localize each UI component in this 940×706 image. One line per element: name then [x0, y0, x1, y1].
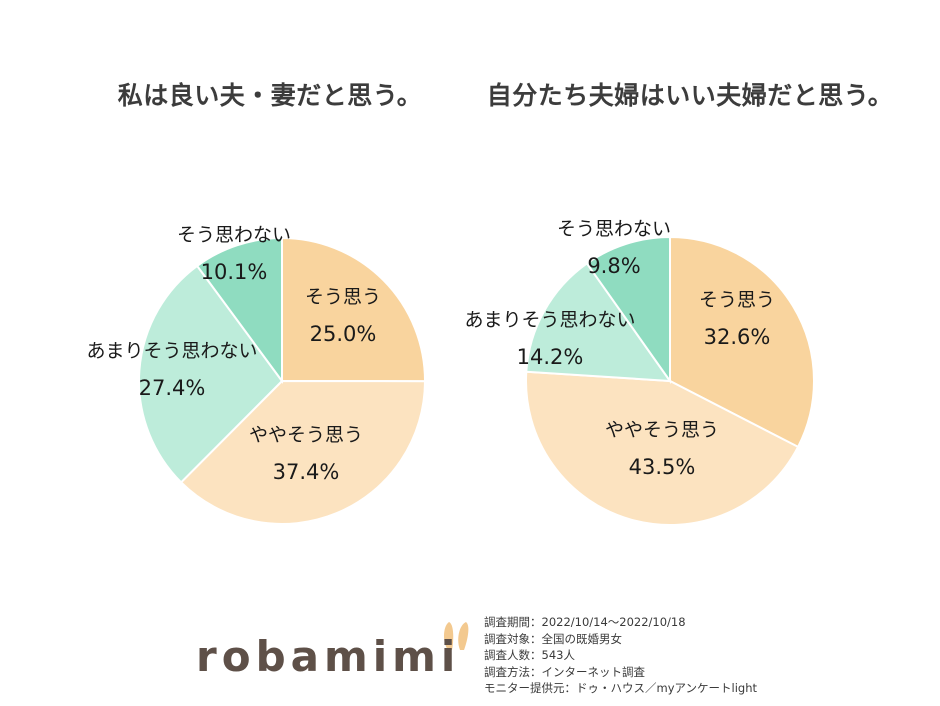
pie-slice-amari-so-omowanai — [525, 262, 673, 383]
pie-slice-so-omowanai — [195, 236, 283, 385]
survey-method: 調査方法：インターネット調査 — [484, 664, 645, 679]
pie-slice-so-omou — [669, 235, 816, 449]
chart-title-left: 私は良い夫・妻だと思う。 — [117, 81, 423, 110]
slice-value-yaya-so-omou: 43.5% — [629, 455, 696, 479]
slice-value-amari-so-omowanai: 14.2% — [517, 345, 584, 369]
chart-title-right: 自分たち夫婦はいい夫婦だと思う。 — [486, 81, 894, 110]
slice-value-so-omou: 25.0% — [310, 322, 377, 346]
slice-value-so-omowanai: 10.1% — [201, 260, 268, 284]
pie-slice-yaya-so-omou — [179, 379, 427, 525]
slice-label-amari-so-omowanai: あまりそう思わない — [86, 340, 257, 362]
pie-slice-so-omou — [281, 236, 427, 383]
slice-label-so-omowanai: そう思わない — [177, 224, 291, 246]
slice-label-amari-so-omowanai: あまりそう思わない — [464, 309, 635, 331]
survey-count: 調査人数：543人 — [484, 648, 575, 662]
slice-value-so-omowanai: 9.8% — [587, 254, 640, 278]
slice-value-so-omou: 32.6% — [704, 325, 771, 349]
pie-slice-yaya-so-omou — [525, 370, 800, 527]
robamimi-logo: robamimi — [196, 632, 461, 681]
slice-label-yaya-so-omou: ややそう思う — [249, 424, 363, 446]
pie-slice-so-omowanai — [585, 235, 671, 385]
slice-label-so-omou: そう思う — [305, 286, 381, 308]
rabbit-ears-icon — [443, 622, 469, 650]
slice-value-amari-so-omowanai: 27.4% — [139, 376, 206, 400]
survey-provider: モニター提供元：ドゥ・ハウス／myアンケートlight — [484, 681, 758, 695]
slice-label-yaya-so-omou: ややそう思う — [605, 419, 719, 441]
slice-label-so-omou: そう思う — [699, 289, 775, 311]
survey-info: 調査期間：2022/10/14～2022/10/18 調査対象：全国の既婚男女 … — [484, 614, 757, 697]
slice-label-so-omowanai: そう思わない — [557, 218, 671, 240]
pie-slice-amari-so-omowanai — [138, 264, 284, 484]
survey-target: 調査対象：全国の既婚男女 — [484, 631, 622, 646]
survey-period: 調査期間：2022/10/14～2022/10/18 — [484, 615, 686, 629]
slice-value-yaya-so-omou: 37.4% — [273, 460, 340, 484]
